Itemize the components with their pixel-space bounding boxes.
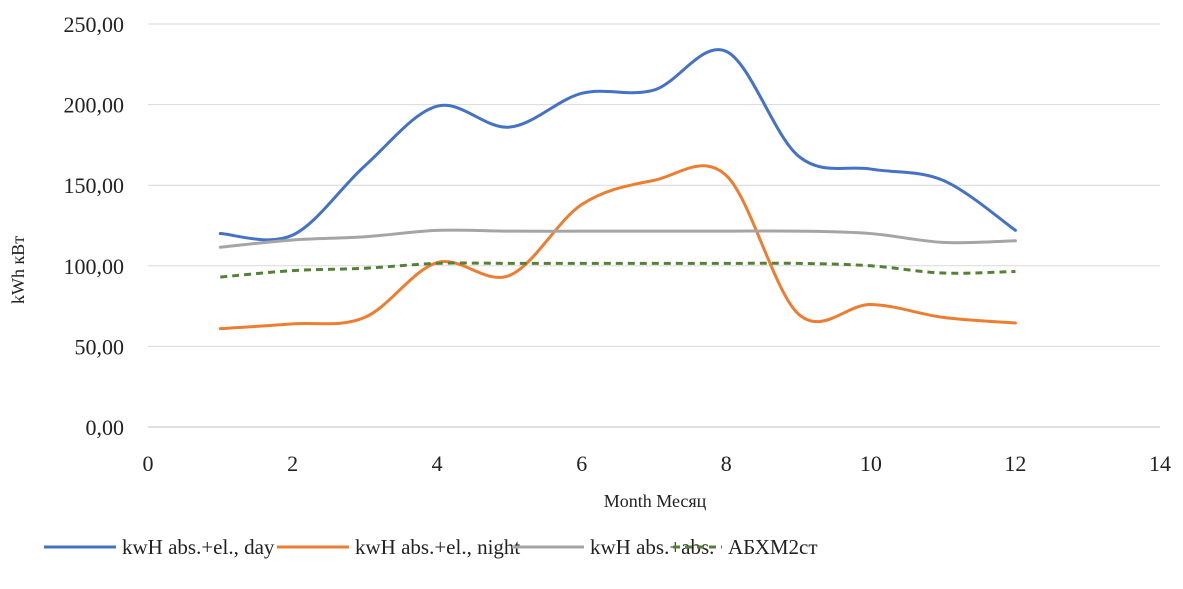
legend-label: kwH abs.+el., day: [122, 535, 275, 559]
x-tick-label: 12: [1004, 451, 1026, 476]
x-tick-label: 10: [860, 451, 882, 476]
legend-label: АБХМ2ст: [728, 535, 818, 559]
series-line-2: [218, 164, 1017, 331]
y-tick-label: 150,00: [64, 173, 125, 198]
legend-label: kwH abs.+el., night: [355, 535, 520, 559]
y-tick-label: 50,00: [75, 334, 125, 359]
x-axis-ticks: 0 2 4 6 8 10 12 14: [143, 451, 1172, 476]
x-axis-title: Month Месяц: [604, 491, 707, 511]
x-tick-label: 0: [143, 451, 154, 476]
x-tick-label: 6: [576, 451, 587, 476]
x-tick-label: 4: [432, 451, 443, 476]
x-tick-label: 2: [287, 451, 298, 476]
legend-label: kwH abs.+abs.: [590, 535, 714, 559]
y-axis-title: kWh кВт: [8, 236, 28, 304]
y-tick-label: 250,00: [64, 12, 125, 37]
series-line-3: [218, 228, 1017, 249]
gridlines: [148, 23, 1160, 428]
x-tick-label: 14: [1149, 451, 1171, 476]
series-line-1: [218, 48, 1017, 242]
y-tick-label: 200,00: [64, 93, 125, 118]
y-axis-ticks: 0,00 50,00 100,00 150,00 200,00 250,00: [64, 12, 125, 440]
legend: kwH abs.+el., day kwH abs.+el., night kwH …: [44, 535, 818, 559]
y-tick-label: 100,00: [64, 254, 125, 279]
x-tick-label: 8: [721, 451, 732, 476]
series-line-4: [220, 261, 1016, 279]
y-tick-label: 0,00: [86, 415, 125, 440]
series-lines: [218, 48, 1017, 331]
